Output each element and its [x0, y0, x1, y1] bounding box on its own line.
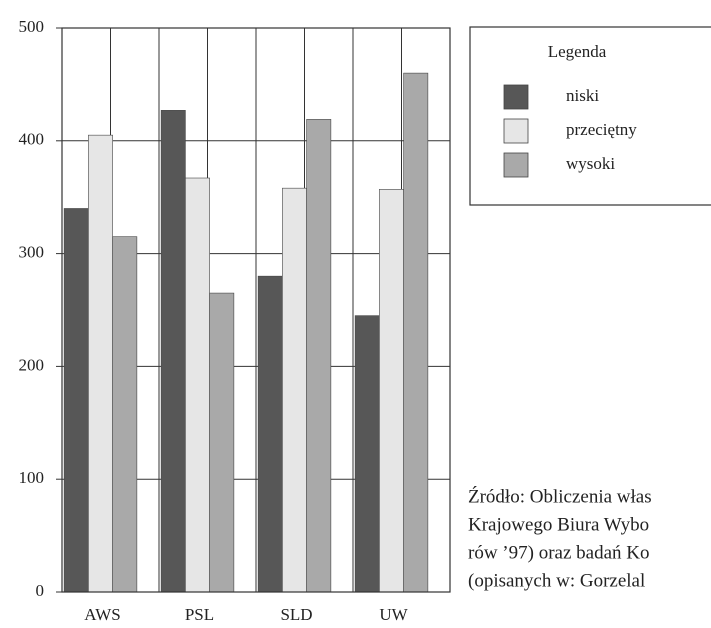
- legend-swatch: [503, 84, 529, 110]
- bar: [112, 236, 138, 593]
- legend-swatch: [503, 152, 529, 178]
- bar: [403, 72, 429, 593]
- x-tick-label: PSL: [185, 605, 214, 624]
- x-tick-label: AWS: [84, 605, 120, 624]
- bar: [209, 292, 235, 593]
- bar: [306, 119, 332, 593]
- bar: [63, 208, 89, 593]
- bar: [379, 189, 404, 593]
- source-line: Źródło: Obliczenia włas: [468, 485, 652, 507]
- y-tick-label: 500: [19, 17, 45, 36]
- y-tick-label: 100: [19, 468, 45, 487]
- source-line: rów ’97) oraz badań Ko: [468, 542, 649, 563]
- bar: [354, 315, 380, 593]
- bar: [282, 187, 307, 593]
- legend-swatch: [503, 118, 529, 144]
- source-line: (opisanych w: Gorzelal: [468, 570, 645, 591]
- bar: [185, 177, 210, 593]
- x-tick-label: UW: [379, 605, 408, 624]
- legend-label: niski: [566, 86, 599, 105]
- source-line: Krajowego Biura Wybo: [468, 514, 649, 535]
- bar: [160, 110, 186, 593]
- plot-frame: [61, 27, 451, 593]
- y-tick-label: 300: [19, 243, 45, 262]
- bar: [257, 275, 283, 593]
- legend-label: przeciętny: [566, 120, 637, 139]
- x-tick-label: SLD: [280, 605, 312, 624]
- y-tick-label: 0: [36, 581, 45, 600]
- bar: [88, 134, 113, 593]
- y-tick-label: 400: [19, 130, 45, 149]
- y-tick-label: 200: [19, 355, 45, 374]
- legend-label: wysoki: [566, 154, 615, 173]
- legend-title: Legenda: [548, 42, 607, 61]
